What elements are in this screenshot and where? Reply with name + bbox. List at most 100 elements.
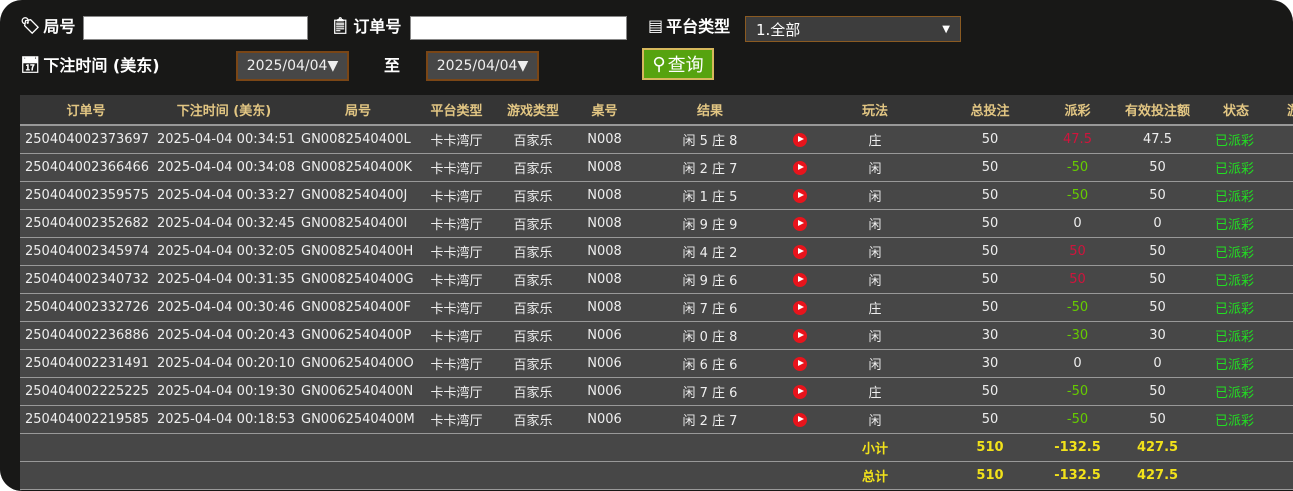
play-replay-icon[interactable]	[792, 300, 807, 315]
cell: 0	[1110, 349, 1205, 378]
round-input[interactable]	[83, 16, 308, 40]
cell: -30	[1045, 321, 1110, 350]
cell: 百家乐	[493, 293, 573, 322]
cell: 闲 4 庄 2	[636, 237, 784, 266]
column-header: 订单号	[20, 95, 152, 126]
cell: 卡卡湾厅	[420, 237, 493, 266]
cell: 250404002225225	[20, 377, 152, 406]
cell: 百家乐	[493, 265, 573, 294]
cell: 百家乐	[493, 181, 573, 210]
column-header: 状态	[1205, 95, 1267, 126]
cell: 47.5	[1045, 125, 1110, 154]
cell: GN0062540400M	[296, 405, 420, 434]
cell: 闲 1 庄 5	[636, 181, 784, 210]
cell: 卡卡湾厅	[420, 405, 493, 434]
cell: 卡卡湾厅	[420, 181, 493, 210]
cell: 2025-04-04 00:19:30	[152, 377, 296, 406]
cell: 已派彩	[1205, 153, 1267, 182]
cell: 闲 2 庄 7	[636, 153, 784, 182]
play-replay-icon[interactable]	[792, 272, 807, 287]
cell: 已派彩	[1205, 237, 1267, 266]
date-from-picker[interactable]: 2025/04/04 ▼	[236, 51, 349, 81]
cell: GN0082540400I	[296, 209, 420, 238]
table-row: 250404002236886 2025-04-04 00:20:43 GN0062…	[20, 321, 1293, 350]
cell: 50	[1110, 181, 1205, 210]
cell: 2025-04-04 00:33:27	[152, 181, 296, 210]
play-replay-icon[interactable]	[792, 384, 807, 399]
play-replay-icon[interactable]	[792, 412, 807, 427]
platform-label: ▤ 平台类型	[648, 15, 731, 37]
cell: 250404002366466	[20, 153, 152, 182]
cell: GN0082540400L	[296, 125, 420, 154]
cell: 50	[935, 153, 1045, 182]
column-header: 玩法	[815, 95, 935, 126]
column-header: 局号	[296, 95, 420, 126]
tag-icon: 🏷︎	[20, 15, 41, 35]
cell: 50	[1110, 377, 1205, 406]
cell: 庄	[815, 377, 935, 406]
cell: -50	[1045, 293, 1110, 322]
cell: GN0062540400P	[296, 321, 420, 350]
order-input[interactable]	[410, 16, 627, 40]
cell: 2025-04-04 00:30:46	[152, 293, 296, 322]
play-replay-icon[interactable]	[792, 160, 807, 175]
cell: 闲 9 庄 6	[636, 265, 784, 294]
play-replay-icon[interactable]	[792, 188, 807, 203]
cell: 卡卡湾厅	[420, 265, 493, 294]
play-replay-icon[interactable]	[792, 244, 807, 259]
cell: 百家乐	[493, 405, 573, 434]
play-replay-icon[interactable]	[792, 328, 807, 343]
platform-select[interactable]: 1.全部 ▼	[745, 16, 961, 42]
cell: GN0082540400F	[296, 293, 420, 322]
cell: 卡卡湾厅	[420, 293, 493, 322]
cell: 闲	[815, 237, 935, 266]
cell: N006	[573, 405, 636, 434]
cell: 百家乐	[493, 209, 573, 238]
cell: 47.5	[1110, 125, 1205, 154]
cell: 已派彩	[1205, 377, 1267, 406]
cell: 2025-04-04 00:20:10	[152, 349, 296, 378]
table-row: 250404002332726 2025-04-04 00:30:46 GN0082…	[20, 293, 1293, 322]
cell: 30	[935, 349, 1045, 378]
cell: 闲 5 庄 8	[636, 125, 784, 154]
cell: 庄	[815, 293, 935, 322]
cell: 50	[1110, 265, 1205, 294]
cell: 卡卡湾厅	[420, 209, 493, 238]
column-header: 派彩	[1045, 95, 1110, 126]
cell: 闲 0 庄 8	[636, 321, 784, 350]
cell: N008	[573, 293, 636, 322]
cell: 50	[935, 237, 1045, 266]
cell: 50	[935, 265, 1045, 294]
play-replay-icon[interactable]	[792, 216, 807, 231]
cell: 250404002236886	[20, 321, 152, 350]
cell: 250404002231491	[20, 349, 152, 378]
cell: 250404002373697	[20, 125, 152, 154]
cell: 50	[1110, 153, 1205, 182]
cell: 已派彩	[1205, 125, 1267, 154]
query-button[interactable]: ⚲ 查询	[642, 48, 714, 80]
cell: 50	[935, 125, 1045, 154]
play-replay-icon[interactable]	[792, 132, 807, 147]
cell: 2025-04-04 00:32:05	[152, 237, 296, 266]
table-row: 250404002219585 2025-04-04 00:18:53 GN0062…	[20, 405, 1293, 434]
cell: N008	[573, 209, 636, 238]
cell: 250404002340732	[20, 265, 152, 294]
column-header: 游	[1267, 95, 1293, 126]
cell: 0	[1045, 349, 1110, 378]
cell: 50	[1110, 237, 1205, 266]
cell: 50	[1110, 405, 1205, 434]
table-row: 250404002345974 2025-04-04 00:32:05 GN0082…	[20, 237, 1293, 266]
server-icon: ▤	[648, 15, 664, 35]
date-to-picker[interactable]: 2025/04/04 ▼	[426, 51, 539, 81]
play-replay-icon[interactable]	[792, 356, 807, 371]
cell: 已派彩	[1205, 293, 1267, 322]
cell: 闲	[815, 209, 935, 238]
cell: 2025-04-04 00:32:45	[152, 209, 296, 238]
total-payout: -132.5	[1045, 461, 1110, 490]
column-header: 游戏类型	[493, 95, 573, 126]
cell: 卡卡湾厅	[420, 349, 493, 378]
cell: 2025-04-04 00:20:43	[152, 321, 296, 350]
cell: 已派彩	[1205, 181, 1267, 210]
search-icon: ⚲	[652, 53, 666, 75]
cell: 50	[1045, 265, 1110, 294]
